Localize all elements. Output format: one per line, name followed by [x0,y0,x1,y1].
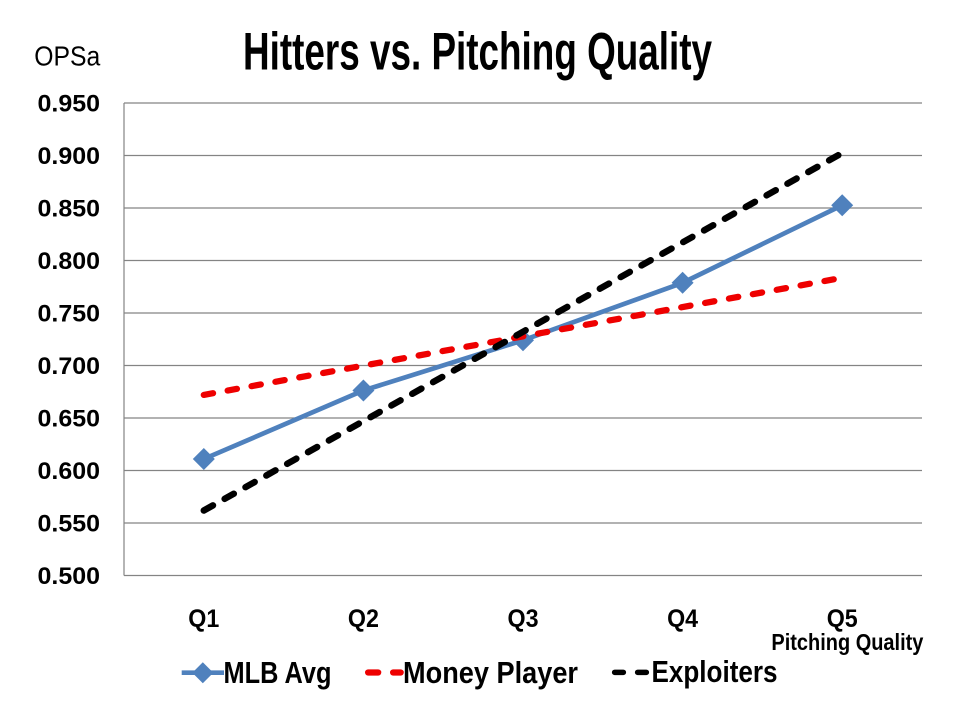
svg-text:0.850: 0.850 [38,195,101,222]
svg-text:Q5: Q5 [827,605,858,633]
svg-text:0.900: 0.900 [38,143,101,170]
svg-text:Q2: Q2 [348,605,379,633]
svg-text:MLB Avg: MLB Avg [224,655,332,690]
svg-text:OPSa: OPSa [34,41,101,72]
svg-text:0.650: 0.650 [38,405,101,432]
svg-text:Pitching Quality: Pitching Quality [771,629,923,655]
svg-text:0.950: 0.950 [38,90,101,117]
svg-text:0.750: 0.750 [38,300,101,327]
svg-text:0.500: 0.500 [38,563,101,590]
svg-text:Hitters vs. Pitching Quality: Hitters vs. Pitching Quality [243,23,712,82]
svg-text:Q3: Q3 [508,605,539,633]
svg-text:0.800: 0.800 [38,248,101,275]
svg-text:0.700: 0.700 [38,353,101,380]
svg-text:Q4: Q4 [667,605,698,633]
svg-text:0.600: 0.600 [38,458,101,485]
svg-text:Q1: Q1 [188,605,219,633]
svg-text:Exploiters: Exploiters [652,654,778,689]
svg-text:0.550: 0.550 [38,510,101,537]
svg-text:Money Player: Money Player [403,655,578,690]
